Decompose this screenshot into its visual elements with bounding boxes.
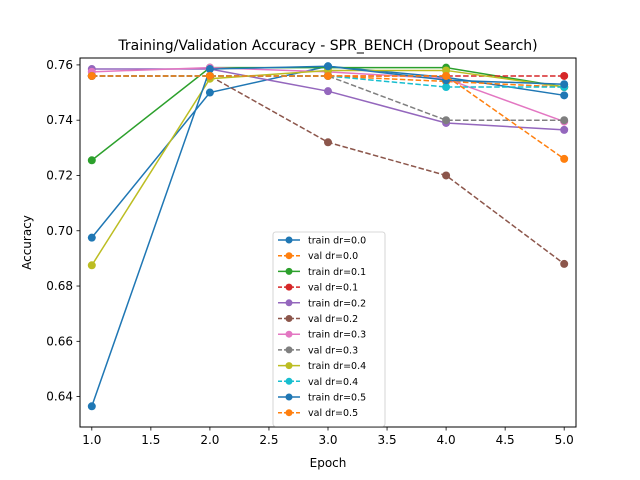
data-point: [205, 71, 214, 80]
legend-swatch-marker: [285, 393, 293, 401]
legend-swatch-marker: [285, 362, 293, 370]
legend-swatch-marker: [285, 409, 293, 417]
data-point: [87, 402, 96, 411]
data-point: [560, 91, 569, 100]
data-point: [560, 80, 569, 89]
x-tick-label: 1.5: [141, 433, 160, 447]
legend-swatch-marker: [285, 267, 293, 275]
legend-entry: val dr=0.0: [278, 251, 358, 262]
legend-label: val dr=0.4: [308, 377, 358, 388]
data-point: [205, 65, 214, 74]
legend-swatch-marker: [285, 346, 293, 354]
legend-entry: train dr=0.5: [278, 393, 366, 404]
series-val-dr-0-5: [87, 71, 569, 163]
legend-label: train dr=0.2: [308, 298, 366, 309]
legend-label: val dr=0.0: [308, 251, 358, 262]
legend-swatch-marker: [285, 377, 293, 385]
data-point: [560, 259, 569, 268]
legend-swatch-marker: [285, 330, 293, 338]
y-tick-label: 0.64: [46, 390, 73, 404]
y-axis-title: Accuracy: [20, 215, 34, 270]
chart-title: Training/Validation Accuracy - SPR_BENCH…: [117, 38, 537, 54]
legend-entry: val dr=0.1: [278, 283, 358, 294]
legend-entry: val dr=0.4: [278, 377, 358, 388]
legend-box: [272, 231, 386, 427]
x-tick-label: 1.0: [82, 433, 101, 447]
y-tick-label: 0.70: [46, 224, 73, 238]
legend-label: val dr=0.3: [308, 345, 358, 356]
data-point: [87, 156, 96, 165]
y-tick-label: 0.72: [46, 168, 73, 182]
legend-entry: train dr=0.0: [278, 236, 366, 247]
data-point: [324, 71, 332, 80]
legend-label: val dr=0.1: [308, 283, 358, 294]
x-tick-label: 3.5: [378, 433, 397, 447]
x-tick-label: 3.0: [318, 433, 337, 447]
data-point: [442, 71, 451, 80]
x-tick-label: 2.0: [200, 433, 219, 447]
y-tick-label: 0.76: [46, 58, 73, 72]
legend: train dr=0.0 val dr=0.0 train dr=0.1 val dr…: [272, 231, 386, 427]
legend-label: train dr=0.3: [308, 330, 366, 341]
y-tick-label: 0.68: [46, 279, 73, 293]
data-point: [560, 125, 569, 134]
legend-entry: val dr=0.3: [278, 345, 358, 356]
data-point: [560, 154, 569, 163]
legend-label: val dr=0.5: [308, 408, 358, 419]
data-point: [442, 171, 451, 180]
data-point: [87, 71, 96, 80]
y-tick-label: 0.74: [46, 113, 73, 127]
legend-entry: val dr=0.5: [278, 408, 358, 419]
legend-swatch-marker: [285, 283, 293, 291]
data-point: [560, 116, 569, 125]
legend-label: train dr=0.5: [308, 393, 366, 404]
plot-lines: [87, 62, 569, 411]
data-point: [442, 66, 451, 75]
data-point: [324, 138, 332, 147]
y-axis: 0.64 0.66 0.68 0.70 0.72 0.74 0.76: [46, 58, 80, 404]
x-tick-label: 4.0: [437, 433, 456, 447]
data-point: [324, 87, 332, 96]
x-axis-title: Epoch: [310, 456, 347, 470]
data-point: [87, 233, 96, 242]
legend-swatch-marker: [285, 315, 293, 322]
x-tick-label: 2.5: [259, 433, 278, 447]
data-point: [442, 116, 451, 125]
legend-label: train dr=0.4: [308, 361, 366, 372]
legend-label: train dr=0.0: [308, 236, 366, 247]
legend-swatch-marker: [285, 252, 293, 260]
data-point: [442, 83, 451, 92]
legend-entry: val dr=0.2: [278, 314, 358, 325]
x-tick-label: 5.0: [555, 433, 574, 447]
data-point: [205, 88, 214, 97]
data-point: [560, 71, 569, 80]
data-point: [324, 62, 332, 71]
legend-swatch-marker: [285, 299, 293, 307]
legend-swatch-marker: [285, 236, 293, 244]
legend-label: train dr=0.1: [308, 267, 366, 278]
x-tick-label: 4.5: [496, 433, 515, 447]
legend-label: val dr=0.2: [308, 314, 358, 325]
legend-entry: train dr=0.1: [278, 267, 366, 278]
legend-entry: train dr=0.2: [278, 298, 366, 309]
legend-entry: train dr=0.4: [278, 361, 366, 372]
y-tick-label: 0.66: [46, 334, 73, 348]
x-axis: 1.0 1.5 2.0 2.5 3.0 3.5 4.0 4.5 5.0: [82, 427, 574, 447]
data-point: [87, 261, 96, 270]
legend-entry: train dr=0.3: [278, 330, 366, 341]
